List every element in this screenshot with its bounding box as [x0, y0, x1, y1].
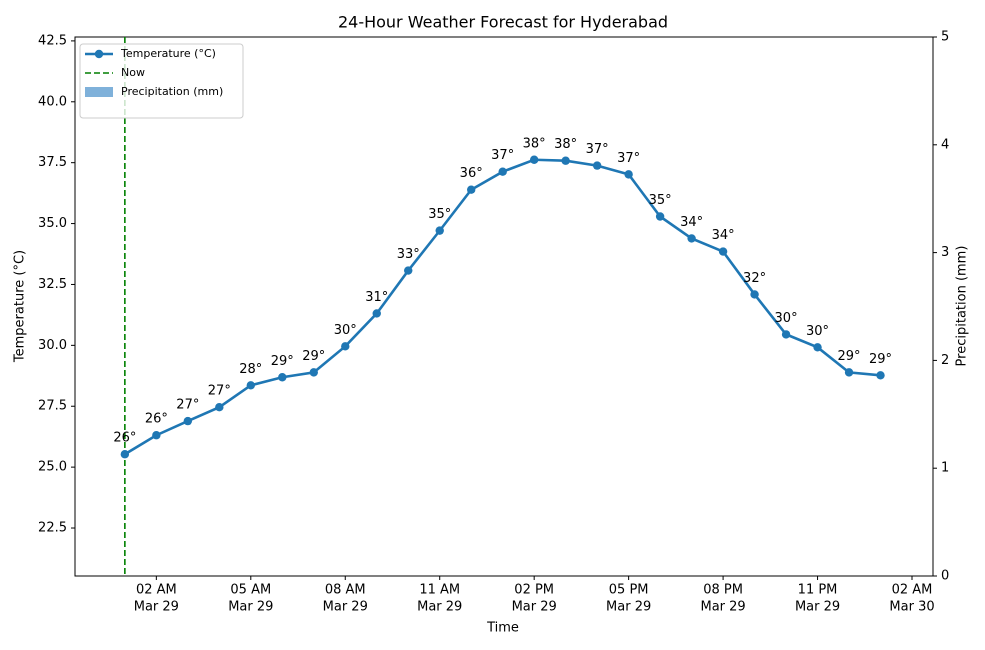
- temperature-point: [309, 368, 318, 377]
- x-tick-label: 08 AM: [325, 583, 366, 598]
- temperature-point: [624, 170, 633, 179]
- data-label: 29°: [869, 352, 892, 367]
- x-axis-label: Time: [486, 621, 519, 636]
- data-label: 27°: [176, 398, 199, 413]
- temperature-point: [183, 416, 193, 426]
- data-label: 30°: [775, 311, 798, 326]
- y2-axis-label: Precipitation (mm): [955, 246, 970, 367]
- x-tick-label: 02 PM: [514, 583, 554, 598]
- data-label: 26°: [145, 412, 168, 427]
- y-tick-label: 25.0: [38, 460, 67, 475]
- y-tick-label: 30.0: [38, 338, 67, 353]
- x-tick-date: Mar 29: [417, 600, 462, 615]
- x-tick-label: 11 PM: [798, 583, 838, 598]
- temperature-point: [152, 431, 161, 440]
- data-label: 35°: [428, 207, 451, 222]
- temperature-point: [435, 226, 444, 235]
- temperature-point: [467, 185, 476, 194]
- temperature-point: [876, 371, 885, 380]
- legend: Temperature (°C) Now Precipitation (mm): [79, 43, 244, 119]
- data-label: 38°: [554, 137, 577, 152]
- y-tick-label: 40.0: [38, 94, 67, 109]
- temperature-point: [498, 167, 507, 176]
- y-tick-label: 35.0: [38, 216, 67, 231]
- y-axis-label: Temperature (°C): [13, 250, 28, 363]
- x-tick-date: Mar 29: [606, 600, 651, 615]
- data-label: 29°: [838, 349, 861, 364]
- temperature-point: [781, 330, 791, 339]
- y-tick-label: 27.5: [38, 399, 67, 414]
- data-label: 35°: [649, 193, 672, 208]
- temperature-point: [372, 309, 381, 318]
- temperature-point: [687, 234, 696, 243]
- temperature-point: [529, 155, 539, 164]
- x-tick-date: Mar 29: [512, 600, 557, 615]
- temperature-point: [341, 342, 350, 351]
- y2-tick-label: 2: [941, 353, 949, 368]
- x-tick-label: 11 AM: [419, 583, 460, 598]
- data-label: 36°: [460, 166, 483, 181]
- y2-tick-label: 0: [941, 569, 949, 584]
- x-tick-date: Mar 29: [323, 600, 368, 615]
- data-label: 34°: [680, 215, 703, 230]
- x-tick-label: 08 PM: [703, 583, 743, 598]
- y2-tick-label: 5: [941, 30, 949, 45]
- data-label: 37°: [617, 151, 640, 166]
- temperature-point: [655, 212, 665, 221]
- y-tick-label: 37.5: [38, 155, 67, 170]
- data-label: 37°: [586, 142, 609, 157]
- plot-frame: [74, 36, 934, 577]
- legend-label: Temperature (°C): [120, 47, 216, 60]
- y2-tick-label: 1: [941, 461, 949, 476]
- temperature-point: [844, 368, 854, 377]
- temperature-point: [592, 161, 602, 170]
- data-label: 33°: [397, 247, 420, 262]
- data-label: 29°: [302, 349, 325, 364]
- temperature-point: [561, 156, 570, 165]
- y2-tick-label: 3: [941, 245, 949, 260]
- legend-label: Now: [121, 66, 145, 79]
- legend-marker: [94, 49, 104, 59]
- legend-label: Precipitation (mm): [121, 85, 223, 98]
- temperature-point: [404, 266, 413, 275]
- x-tick-label: 05 PM: [609, 583, 649, 598]
- x-tick-label: 02 AM: [892, 583, 933, 598]
- data-label: 30°: [806, 324, 829, 339]
- y-tick-label: 22.5: [38, 521, 67, 536]
- temperature-point: [215, 403, 224, 412]
- data-label: 31°: [365, 290, 388, 305]
- temperature-point: [246, 381, 255, 390]
- x-tick-date: Mar 29: [134, 600, 179, 615]
- temperature-point: [813, 343, 822, 352]
- chart-title: 24-Hour Weather Forecast for Hyderabad: [338, 13, 668, 32]
- data-label: 28°: [239, 362, 262, 377]
- legend-box: [79, 43, 244, 119]
- legend-patch: [85, 87, 113, 97]
- data-label: 32°: [743, 271, 766, 286]
- x-tick-label: 02 AM: [136, 583, 177, 598]
- data-label: 34°: [712, 228, 735, 243]
- data-label: 30°: [334, 323, 357, 338]
- y-tick-label: 42.5: [38, 33, 67, 48]
- data-label: 27°: [208, 384, 231, 399]
- x-tick-label: 05 AM: [230, 583, 271, 598]
- y2-tick-label: 4: [941, 137, 949, 152]
- x-tick-date: Mar 30: [889, 600, 934, 615]
- temperature-point: [278, 373, 287, 382]
- x-tick-date: Mar 29: [795, 600, 840, 615]
- y-tick-label: 32.5: [38, 277, 67, 292]
- x-tick-date: Mar 29: [228, 600, 273, 615]
- data-label: 26°: [113, 431, 136, 446]
- data-label: 37°: [491, 148, 514, 163]
- temperature-point: [120, 450, 130, 459]
- data-label: 38°: [523, 136, 546, 151]
- data-label: 29°: [271, 354, 294, 369]
- x-tick-date: Mar 29: [700, 600, 745, 615]
- temperature-point: [718, 247, 728, 256]
- temperature-point: [750, 290, 759, 299]
